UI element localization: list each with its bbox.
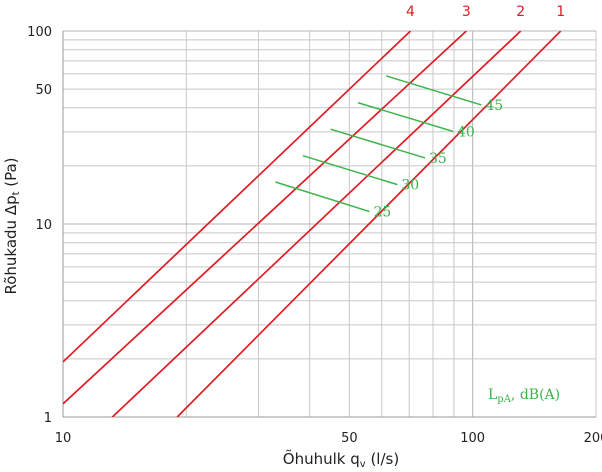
noise-line-40 bbox=[357, 102, 454, 133]
noise-legend: LpA, dB(A) bbox=[488, 387, 560, 405]
noise-label-45: 45 bbox=[485, 98, 503, 114]
series-line-2 bbox=[111, 31, 522, 417]
x-tick-label: 50 bbox=[341, 431, 358, 446]
noise-line-25 bbox=[275, 181, 370, 213]
pressure-series bbox=[63, 31, 562, 417]
series-line-4 bbox=[63, 31, 412, 363]
noise-label-40: 40 bbox=[457, 124, 475, 140]
noise-lines: 25 30 35 40 45 bbox=[275, 75, 503, 221]
y-tick-label: 50 bbox=[35, 83, 52, 98]
series-line-3 bbox=[63, 31, 467, 405]
series-line-1 bbox=[176, 31, 562, 417]
y-axis-title: Rõhukadu Δpt (Pa) bbox=[2, 157, 22, 294]
y-tick-label: 1 bbox=[44, 411, 52, 426]
x-tick-label: 100 bbox=[460, 431, 485, 446]
series-label-1: 1 bbox=[556, 4, 565, 20]
grid bbox=[62, 30, 597, 418]
y-tick-label: 10 bbox=[35, 218, 52, 233]
noise-label-35: 35 bbox=[429, 151, 447, 167]
series-label-2: 2 bbox=[516, 4, 525, 20]
x-tick-label: 200 bbox=[584, 431, 602, 446]
noise-label-30: 30 bbox=[401, 178, 419, 194]
noise-line-35 bbox=[330, 128, 426, 159]
tick-labels: 105010020011050100 bbox=[27, 25, 602, 446]
noise-line-30 bbox=[302, 154, 398, 186]
y-tick-label: 100 bbox=[27, 25, 52, 40]
noise-line-45 bbox=[385, 75, 482, 106]
x-tick-label: 10 bbox=[55, 431, 72, 446]
plot-frame bbox=[62, 31, 596, 418]
series-label-4: 4 bbox=[406, 4, 415, 20]
noise-label-25: 25 bbox=[374, 205, 392, 221]
series-label-3: 3 bbox=[462, 4, 471, 20]
x-axis-title: Õhuhulk qv (l/s) bbox=[283, 449, 399, 470]
